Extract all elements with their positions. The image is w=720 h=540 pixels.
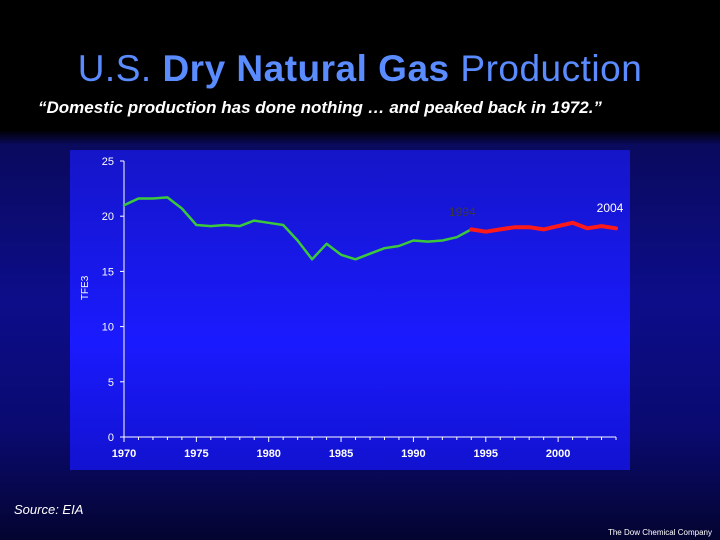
annotation-label: 1994 — [449, 205, 476, 219]
series-line-green — [122, 196, 473, 261]
annotation-label: 2004 — [597, 201, 624, 215]
x-tick-label: 1980 — [256, 448, 280, 460]
company-credit: The Dow Chemical Company — [607, 528, 712, 537]
x-tick-label: 2000 — [546, 448, 570, 460]
title-prefix: U.S. — [77, 48, 163, 89]
source-note: Source: EIA — [14, 502, 84, 517]
series-line-red — [469, 220, 618, 234]
slide-subtitle: “Domestic production has done nothing … … — [38, 98, 602, 117]
slide-title: U.S. Dry Natural Gas Production — [0, 48, 720, 90]
x-tick-label: 1995 — [474, 448, 498, 460]
x-tick-label: 1990 — [401, 448, 425, 460]
y-tick-label: 10 — [102, 322, 114, 334]
x-tick-label: 1975 — [184, 448, 208, 460]
y-tick-label: 15 — [102, 266, 114, 278]
x-tick-label: 1970 — [112, 448, 136, 460]
y-axis-label: TFE3 — [80, 275, 91, 300]
chart-panel: 0 5 10 15 20 25 1970 1975 1980 1985 1990 1995 2000 TF… — [70, 150, 630, 470]
x-tick-label: 1985 — [329, 448, 353, 460]
title-suffix: Production — [449, 48, 643, 89]
y-tick-label: 0 — [108, 432, 114, 444]
y-tick-label: 20 — [102, 211, 114, 223]
gas-production-chart: 0 5 10 15 20 25 1970 1975 1980 1985 1990 1995 2000 TF… — [80, 156, 624, 460]
y-tick-label: 5 — [108, 377, 114, 389]
y-tick-label: 25 — [102, 156, 114, 168]
title-highlight: Dry Natural Gas — [162, 48, 450, 89]
